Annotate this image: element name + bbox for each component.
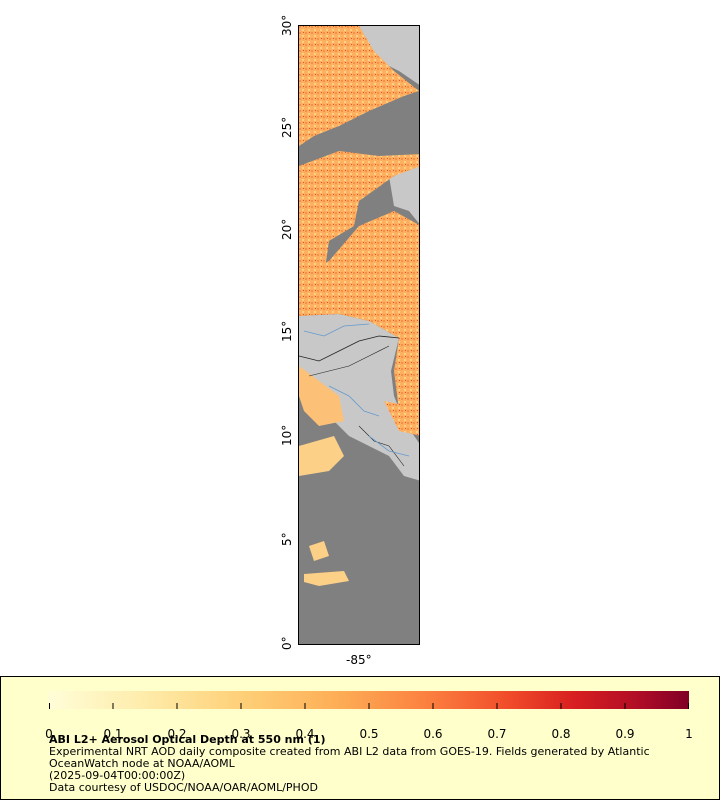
colorbar-tick: 0.1	[103, 727, 123, 741]
dataset-time: (2025-09-04T00:00:00Z)	[49, 769, 186, 782]
aod-patches-south	[299, 436, 344, 476]
colorbar-tick: 0.7	[487, 727, 507, 741]
lat-label-20: 20°	[280, 218, 294, 240]
dataset-description: Experimental NRT AOD daily composite cre…	[49, 745, 650, 758]
aod-region-central	[299, 151, 419, 286]
land-yucatan	[389, 166, 419, 224]
colorbar-tick: 0.9	[615, 727, 635, 741]
dataset-description-cont: OceanWatch node at NOAA/AOML	[49, 757, 235, 770]
country-border	[299, 335, 400, 362]
colorbar-tick: 0.6	[423, 727, 443, 741]
aod-region-north	[299, 26, 419, 146]
colorbar-tick: 0	[45, 727, 53, 741]
colorbar-tick: 1	[685, 727, 693, 741]
colorbar-tick: 0.5	[359, 727, 379, 741]
lat-label-5: 5°	[280, 532, 294, 546]
legend-panel: 0 0.1 0.2 0.3 0.4 0.5 0.6 0.7 0.8 0.9 1 …	[0, 676, 720, 800]
aod-region-south	[299, 211, 419, 421]
colorbar-tick: 0.3	[231, 727, 251, 741]
aod-region-gulf-east	[384, 401, 419, 436]
lat-label-10: 10°	[280, 424, 294, 446]
data-credit: Data courtesy of USDOC/NOAA/OAR/AOML/PHO…	[49, 781, 318, 794]
lat-label-30: 30°	[280, 14, 294, 36]
river	[303, 323, 370, 337]
aod-region-coast	[299, 366, 344, 426]
country-border	[308, 345, 390, 377]
dataset-title: ABI L2+ Aerosol Optical Depth at 550 nm …	[49, 733, 326, 746]
colorbar-tick: 0.2	[167, 727, 187, 741]
colorbar-tick: 0.4	[295, 727, 315, 741]
lon-label-minus85: -85°	[346, 653, 372, 667]
land-north	[359, 26, 419, 85]
river	[328, 385, 380, 417]
aod-patches-equator	[304, 571, 349, 586]
river	[368, 435, 410, 457]
aod-map	[299, 26, 419, 644]
aod-patches-far-south	[309, 541, 329, 561]
country-border	[358, 425, 405, 467]
map-panel[interactable]	[298, 25, 420, 645]
lat-label-0: 0°	[280, 636, 294, 650]
lat-label-15: 15°	[280, 320, 294, 342]
colorbar: 0 0.1 0.2 0.3 0.4 0.5 0.6 0.7 0.8 0.9 1	[45, 691, 693, 741]
colorbar-tick: 0.8	[551, 727, 571, 741]
lat-label-25: 25°	[280, 116, 294, 138]
colorbar-gradient	[49, 691, 689, 709]
